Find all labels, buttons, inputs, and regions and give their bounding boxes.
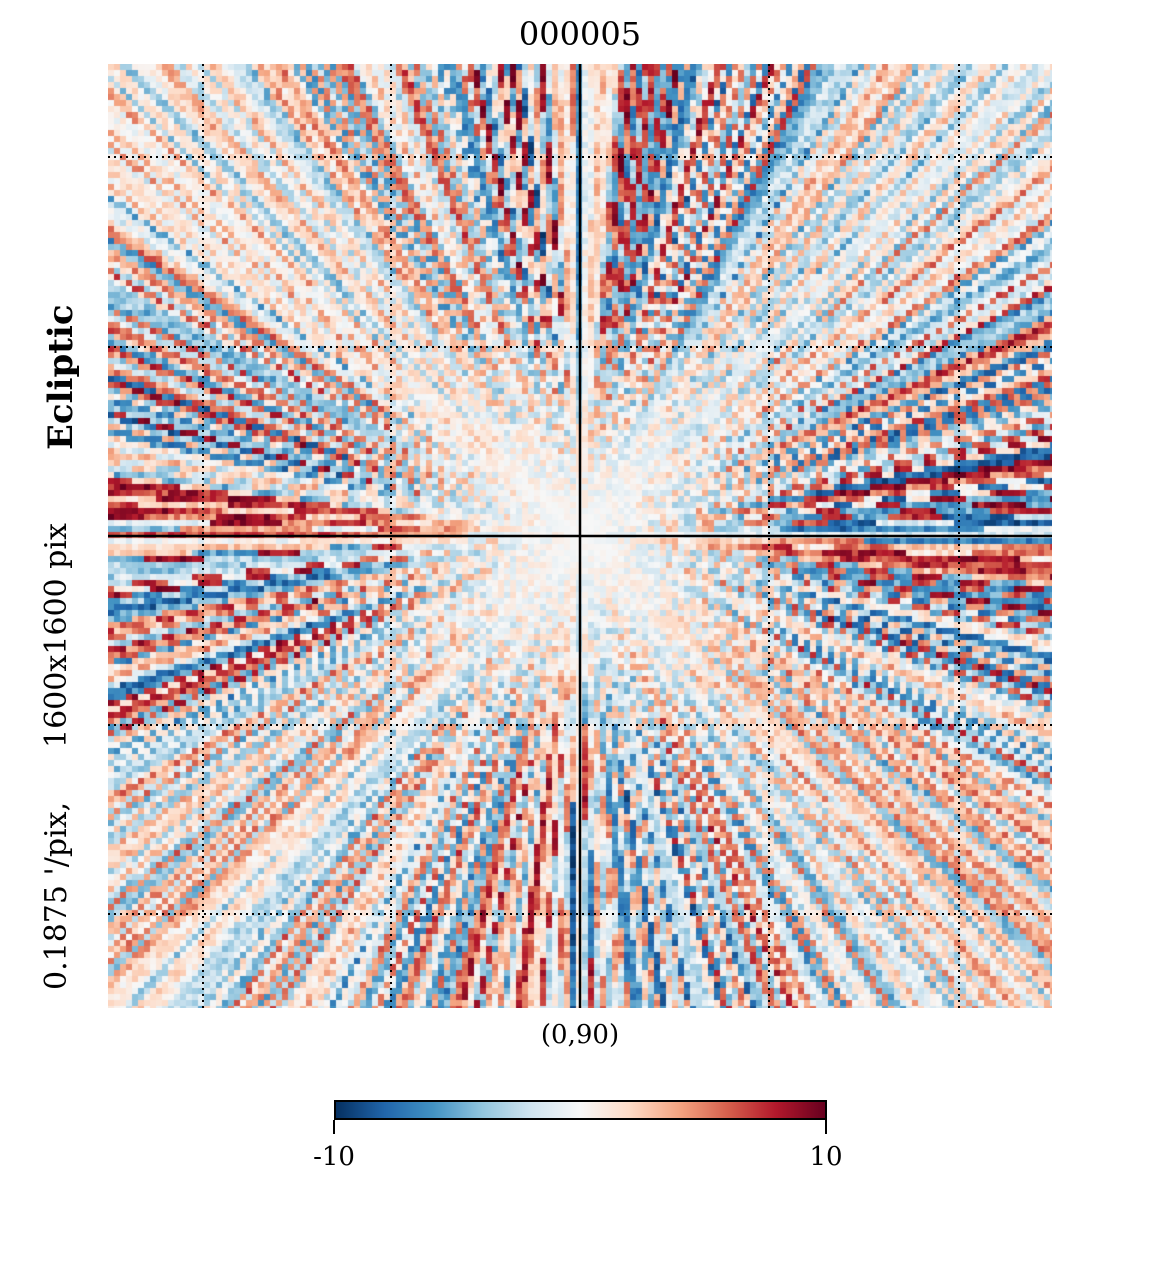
colorbar-min-label: -10 [313, 1142, 355, 1172]
coordinate-system-label: Ecliptic [41, 304, 81, 450]
colorbar [334, 1100, 827, 1120]
colorbar-max-label: 10 [809, 1142, 843, 1172]
graticule-horizontal-lines [108, 156, 1052, 915]
map-panel [108, 64, 1052, 1008]
colorbar-min-tick [333, 1120, 335, 1134]
graticule-vertical-lines [202, 64, 960, 1008]
colorbar-max-tick [825, 1120, 827, 1134]
chart-title: 000005 [518, 15, 642, 53]
size-label: 1600x1600 pix [39, 523, 74, 748]
resolution-label: 0.1875 '/pix, [39, 802, 74, 990]
graticule-overlay [108, 64, 1052, 1008]
center-coordinate-label: (0,90) [540, 1020, 620, 1050]
